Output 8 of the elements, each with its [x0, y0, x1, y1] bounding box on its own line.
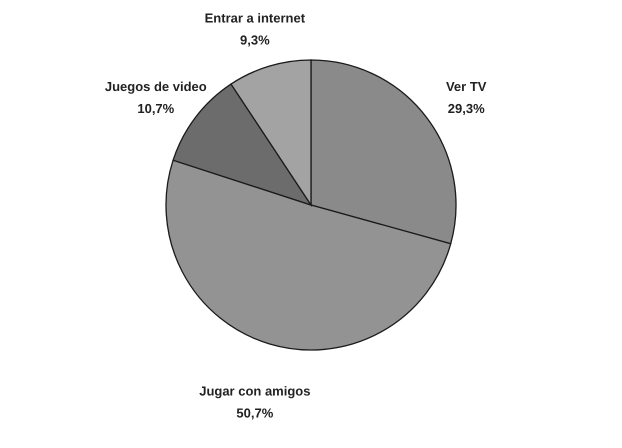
- slice-label: Ver TV: [446, 78, 487, 94]
- slice-label: Entrar a internet: [204, 10, 306, 26]
- slice-label: Juegos de video: [104, 78, 207, 94]
- data-label: 9,3%: [240, 32, 270, 48]
- slice-label: Jugar con amigos: [199, 384, 310, 399]
- data-label: 29,3%: [448, 100, 486, 116]
- data-label: 10,7%: [137, 100, 175, 116]
- data-label: 50,7%: [236, 406, 274, 421]
